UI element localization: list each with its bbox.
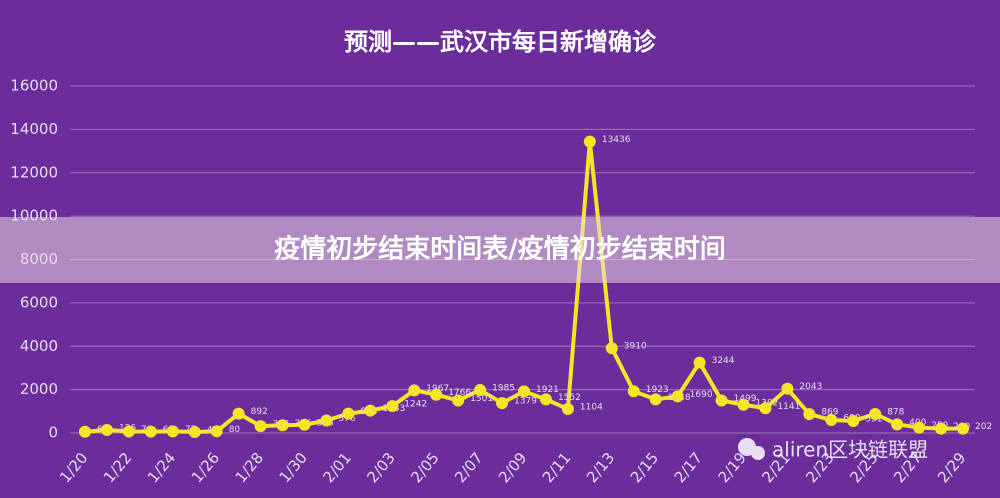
data-label: 869 xyxy=(821,408,838,418)
banner-background xyxy=(0,217,1000,283)
marker xyxy=(496,397,509,410)
marker xyxy=(408,384,421,397)
data-label: 1690 xyxy=(690,390,713,400)
marker xyxy=(79,425,91,438)
y-tick-label: 14000 xyxy=(10,120,58,138)
data-label: 202 xyxy=(975,422,992,432)
marker xyxy=(803,408,816,421)
marker xyxy=(320,414,333,427)
marker xyxy=(100,424,113,437)
data-label: 1967 xyxy=(426,384,449,394)
watermark: aliren区块链联盟 xyxy=(738,438,928,462)
marker xyxy=(342,407,355,420)
data-label: 80 xyxy=(229,425,241,435)
marker xyxy=(276,419,289,432)
marker xyxy=(254,420,267,433)
data-label: 1104 xyxy=(580,403,603,413)
marker xyxy=(891,418,904,431)
y-tick-label: 6000 xyxy=(20,293,58,311)
marker xyxy=(715,394,728,407)
marker xyxy=(605,342,618,355)
marker xyxy=(518,385,530,398)
data-label: 1923 xyxy=(646,385,669,395)
marker xyxy=(232,407,245,420)
marker xyxy=(583,135,596,148)
data-label: 3910 xyxy=(624,342,647,352)
data-label: 1501 xyxy=(470,394,493,404)
marker xyxy=(957,422,969,435)
y-tick-label: 16000 xyxy=(10,77,58,95)
watermark-icon xyxy=(751,446,765,460)
marker xyxy=(913,421,926,434)
data-label: 1499 xyxy=(734,394,757,404)
marker xyxy=(452,394,465,407)
marker xyxy=(737,398,750,411)
marker xyxy=(122,425,135,438)
marker xyxy=(539,393,552,406)
data-label: 1242 xyxy=(404,400,427,410)
marker xyxy=(781,382,794,395)
marker xyxy=(693,356,706,369)
marker xyxy=(671,390,684,403)
marker xyxy=(474,383,487,396)
marker xyxy=(935,422,948,435)
marker xyxy=(561,403,574,416)
marker xyxy=(649,393,662,406)
marker xyxy=(188,426,201,439)
marker xyxy=(144,425,157,438)
marker xyxy=(298,418,311,431)
y-tick-label: 2000 xyxy=(20,380,58,398)
y-tick-label: 12000 xyxy=(10,163,58,181)
marker xyxy=(364,404,377,417)
marker xyxy=(166,425,179,438)
data-label: 878 xyxy=(887,407,904,417)
marker xyxy=(847,415,860,428)
marker xyxy=(869,407,882,420)
marker xyxy=(386,400,399,413)
marker xyxy=(825,413,838,426)
data-label: 3244 xyxy=(712,356,735,366)
chart-title: 预测——武汉市每日新增确诊 xyxy=(344,28,657,56)
data-label: 2043 xyxy=(799,382,822,392)
data-label: 1552 xyxy=(558,393,581,403)
data-label: 892 xyxy=(251,407,268,417)
data-label: 1766 xyxy=(448,388,471,398)
y-tick-label: 0 xyxy=(48,424,58,442)
data-label: 1379 xyxy=(514,397,537,407)
y-tick-label: 4000 xyxy=(20,337,58,355)
marker xyxy=(627,385,640,398)
data-label: 1921 xyxy=(536,385,559,395)
marker xyxy=(759,402,772,415)
marker xyxy=(210,425,223,438)
watermark-text: aliren区块链联盟 xyxy=(772,438,928,462)
marker xyxy=(430,388,443,401)
data-label: 1985 xyxy=(492,383,515,393)
data-label: 13436 xyxy=(602,135,631,145)
data-label: 1141 xyxy=(777,402,800,412)
banner-text: 疫情初步结束时间表/疫情初步结束时间 xyxy=(274,234,726,265)
